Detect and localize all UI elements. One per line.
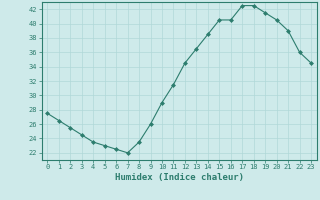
X-axis label: Humidex (Indice chaleur): Humidex (Indice chaleur) (115, 173, 244, 182)
